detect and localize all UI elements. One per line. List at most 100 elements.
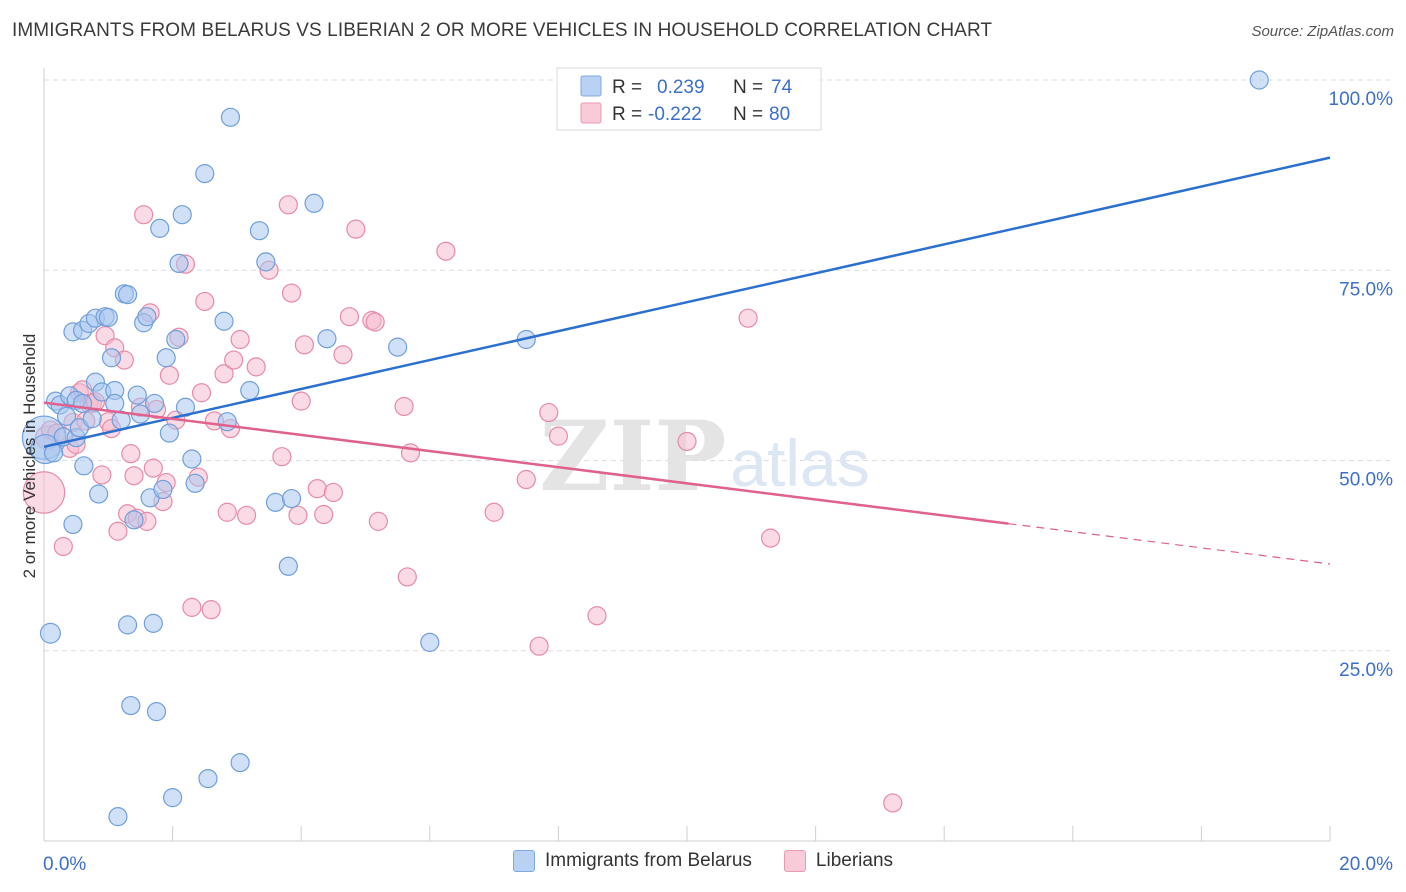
belarus-point: [256, 252, 276, 272]
tick-labels: 25.0% 50.0% 75.0% 100.0% 0.0% 20.0%: [43, 89, 1393, 875]
liberians-point: [121, 444, 141, 464]
liberians-point: [397, 567, 417, 587]
liberians-point: [516, 469, 536, 490]
belarus-point: [82, 409, 102, 429]
liberians-point: [738, 308, 758, 328]
liberians-point: [400, 443, 421, 463]
belarus-point: [143, 613, 163, 633]
belarus-point: [124, 510, 144, 530]
belarus-point: [39, 622, 61, 644]
liberians-point: [760, 528, 781, 548]
liberians-point: [53, 536, 73, 557]
liberians-point: [278, 195, 298, 215]
chart-title: IMMIGRANTS FROM BELARUS VS LIBERIAN 2 OR…: [12, 20, 993, 41]
belarus-point: [214, 311, 234, 331]
liberians-point: [333, 345, 353, 365]
belarus-point: [182, 449, 202, 469]
correlation-legend: R = 0.239 N = 74 R = -0.222 N = 80: [556, 67, 822, 131]
liberians-point: [281, 283, 302, 303]
belarus-point: [101, 348, 122, 368]
belarus-point: [63, 514, 83, 535]
belarus-point: [317, 329, 337, 349]
liberians-point: [159, 365, 179, 385]
belarus-point: [420, 632, 440, 652]
liberians-point: [124, 466, 144, 486]
liberians-point: [346, 219, 366, 239]
chart-source: Source: ZipAtlas.com: [1251, 23, 1394, 40]
belarus-point: [137, 307, 157, 327]
belarus-point: [230, 753, 250, 773]
belarus-point: [169, 253, 189, 274]
legend-label-liberians: Liberians: [815, 850, 894, 871]
liberians-point: [394, 396, 414, 417]
liberians-point: [314, 504, 334, 525]
belarus-point: [185, 473, 205, 493]
belarus-point: [121, 695, 141, 716]
y-tick-label: 100.0%: [1329, 89, 1394, 110]
belarus-point: [1249, 70, 1269, 90]
belarus-trend-line: [43, 156, 1331, 449]
y-tick-label: 50.0%: [1339, 470, 1393, 491]
legend-item-belarus: Immigrants from Belarus: [512, 850, 752, 872]
liberians-point: [182, 597, 202, 617]
belarus-point: [156, 348, 176, 368]
x-tick-label-min: 0.0%: [43, 854, 86, 875]
watermark-zip: ZIP: [539, 400, 726, 513]
legend-r-label-blue: R =: [612, 77, 642, 98]
liberians-point: [288, 505, 308, 525]
liberians-trend-line: [43, 401, 1009, 525]
belarus-point: [163, 788, 183, 808]
liberians-point: [22, 471, 66, 514]
belarus-point: [388, 337, 408, 357]
belarus-point: [56, 406, 77, 426]
legend-n-label-pink: N =: [733, 104, 763, 125]
belarus-point: [240, 380, 260, 401]
watermark-atlas: atlas: [730, 426, 869, 500]
liberians-point: [217, 502, 237, 522]
liberians-point: [191, 383, 212, 403]
trend-lines: [43, 156, 1331, 565]
belarus-point: [150, 218, 170, 238]
series-belarus-points: [21, 70, 1269, 827]
belarus-point: [117, 285, 138, 305]
belarus-point: [198, 768, 218, 789]
liberians-point: [323, 482, 343, 503]
liberians-point: [134, 205, 154, 225]
grid-lines: [44, 79, 1392, 652]
legend-n-value-blue: 74: [771, 77, 793, 98]
belarus-point: [195, 164, 215, 184]
legend-r-value-pink: -0.222: [648, 104, 702, 125]
liberians-point: [236, 505, 257, 525]
liberians-point: [365, 312, 385, 332]
liberians-point: [587, 606, 607, 626]
legend-item-liberians: Liberians: [783, 850, 894, 872]
belarus-point: [117, 615, 138, 635]
liberians-trend-line-extrapolated: [1008, 523, 1331, 565]
liberians-point: [436, 241, 456, 261]
belarus-point: [146, 702, 167, 722]
belarus-point: [249, 221, 270, 241]
belarus-point: [166, 329, 186, 350]
liberians-point: [677, 431, 697, 452]
liberians-point: [246, 357, 266, 377]
legend-swatch-blue: [580, 75, 602, 97]
liberians-point: [291, 391, 311, 411]
watermark: ZIP atlas: [539, 400, 869, 513]
x-tick-label-max: 20.0%: [1339, 854, 1393, 875]
legend-label-belarus: Immigrants from Belarus: [544, 850, 752, 871]
liberians-point: [272, 447, 292, 467]
liberians-point: [195, 291, 215, 312]
liberians-point: [92, 465, 112, 485]
liberians-point: [294, 335, 315, 355]
legend-r-value-blue: 0.239: [657, 77, 705, 98]
liberians-point: [368, 511, 388, 531]
belarus-point: [278, 556, 298, 576]
belarus-point: [265, 492, 286, 512]
legend-r-label-pink: R =: [612, 104, 642, 125]
belarus-point: [220, 107, 241, 127]
belarus-point: [159, 423, 179, 443]
liberians-point: [529, 636, 549, 656]
legend-n-value-pink: 80: [769, 104, 790, 125]
legend-swatch-liberians: [783, 850, 806, 872]
